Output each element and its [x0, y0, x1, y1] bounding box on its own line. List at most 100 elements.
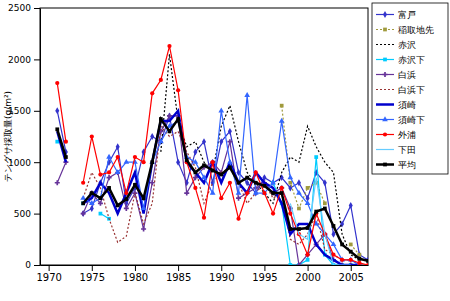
series-marker — [366, 256, 368, 263]
x-tick: 2000 — [295, 265, 320, 283]
legend-label: 富戸 — [398, 10, 416, 20]
series-marker — [98, 201, 103, 206]
series-marker — [150, 133, 154, 140]
legend-label: 下田 — [398, 145, 416, 155]
legend-marker — [383, 28, 387, 32]
series-marker — [106, 154, 112, 159]
series-marker — [323, 179, 327, 186]
series-marker — [227, 159, 233, 164]
series-marker — [81, 211, 86, 216]
series-marker — [219, 173, 223, 177]
series-marker — [202, 163, 206, 167]
series-marker — [297, 227, 301, 231]
legend-entry: 白浜 — [376, 70, 416, 80]
series-marker — [218, 108, 224, 113]
series-marker — [314, 155, 318, 159]
series-marker — [245, 179, 249, 186]
legend-entry: 赤沢下 — [376, 55, 425, 65]
series-marker — [150, 160, 154, 164]
x-tick: 1990 — [209, 265, 234, 283]
series-marker — [107, 175, 112, 180]
series-marker — [332, 224, 336, 228]
series-marker — [141, 205, 147, 210]
series-marker — [228, 128, 232, 135]
series-marker — [296, 262, 301, 265]
y-axis-line — [40, 9, 41, 266]
x-tick-label: 1980 — [123, 272, 148, 283]
legend-swatch — [376, 44, 394, 45]
series-marker — [81, 201, 85, 205]
series-marker — [280, 174, 284, 181]
legend-label: 赤沢下 — [398, 55, 425, 65]
series-marker — [237, 181, 241, 185]
series-marker — [331, 253, 335, 257]
series-marker — [262, 191, 266, 195]
series-marker — [296, 190, 302, 195]
legend-label: 稲取地先 — [398, 25, 434, 35]
series-marker — [81, 201, 85, 205]
series-marker — [193, 171, 197, 175]
x-tick-mark — [351, 265, 352, 271]
legend-label: 白浜 — [398, 70, 416, 80]
series-line — [57, 46, 368, 265]
legend: 富戸稲取地先赤沢赤沢下白浜白浜下須崎須崎下外浦下田平均 — [372, 3, 448, 174]
legend-entry: 赤沢 — [376, 40, 416, 50]
series-marker — [116, 143, 120, 150]
series-marker — [297, 207, 301, 211]
legend-entry: 須崎 — [376, 100, 416, 110]
y-tick-mark — [34, 265, 40, 266]
x-tick-label: 2000 — [295, 272, 320, 283]
series-marker — [331, 241, 337, 246]
legend-swatch — [376, 103, 394, 106]
series-marker — [210, 190, 216, 195]
x-tick: 1995 — [252, 265, 277, 283]
series-marker — [99, 212, 103, 216]
series-marker — [90, 205, 94, 212]
y-axis-title: テングサ採取量(g/m²) — [3, 91, 13, 182]
y-tick-mark — [34, 162, 40, 163]
series-marker — [271, 211, 275, 215]
chart: 1970197519801985199019952000200505001000… — [0, 0, 450, 301]
legend-label: 赤沢 — [398, 40, 416, 50]
series-marker — [366, 259, 368, 263]
series-marker — [236, 190, 242, 195]
series-marker — [271, 191, 276, 196]
series-marker — [176, 117, 180, 121]
series-marker — [306, 186, 310, 190]
series-marker — [306, 258, 310, 262]
y-tick: 500 — [14, 209, 40, 219]
legend-box — [372, 3, 448, 174]
legend-label: 外浦 — [398, 130, 416, 140]
x-tick-label: 1995 — [252, 272, 277, 283]
series-marker — [236, 217, 240, 221]
series-marker — [314, 210, 318, 214]
series-marker — [107, 186, 111, 190]
legend-entry: 稲取地先 — [376, 25, 434, 35]
series-marker — [123, 159, 129, 164]
plot: 1970197519801985199019952000200505001000… — [8, 3, 370, 283]
legend-label: 白浜下 — [398, 85, 425, 95]
series-marker — [142, 196, 146, 200]
series-marker — [288, 181, 292, 185]
series-marker — [228, 181, 232, 185]
series-marker — [280, 191, 284, 195]
series-marker — [90, 134, 94, 138]
series-marker — [357, 261, 361, 265]
x-tick-label: 1985 — [166, 272, 191, 283]
series-marker — [271, 191, 275, 195]
x-axis: 19701975198019851990199520002005 — [36, 265, 368, 283]
series-marker — [340, 243, 344, 247]
series-marker — [64, 155, 68, 159]
series-marker — [288, 263, 292, 265]
plot-frame — [40, 8, 368, 265]
series-marker — [340, 258, 344, 262]
legend-entry: 平均 — [376, 160, 416, 170]
series-marker — [270, 179, 276, 184]
series-marker — [116, 204, 120, 208]
x-tick: 1970 — [36, 265, 61, 283]
series-marker — [280, 104, 284, 108]
x-tick: 1980 — [123, 265, 148, 283]
series-marker — [349, 243, 353, 247]
x-tick-mark — [135, 265, 136, 271]
series-marker — [288, 227, 292, 231]
